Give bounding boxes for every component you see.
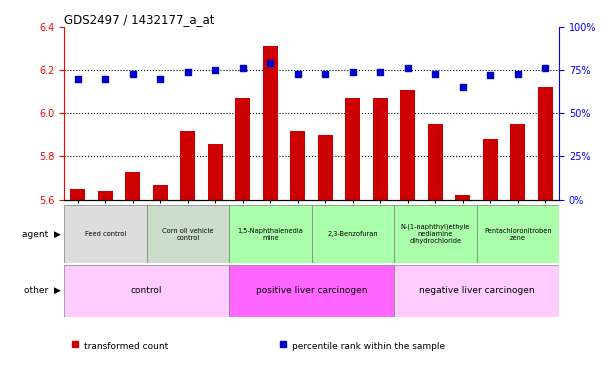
Bar [428, 124, 443, 200]
Point [210, 67, 221, 73]
Text: transformed count: transformed count [84, 342, 168, 351]
Text: Corn oil vehicle
control: Corn oil vehicle control [162, 228, 214, 241]
Point [100, 76, 111, 82]
Bar [235, 98, 251, 200]
Point [541, 65, 551, 71]
Point [266, 60, 276, 66]
Point [486, 72, 496, 78]
Bar [373, 98, 388, 200]
Point [238, 65, 248, 71]
Bar [64, 265, 229, 317]
Text: N-(1-naphthyl)ethyle
nediamine
dihydrochloride: N-(1-naphthyl)ethyle nediamine dihydroch… [401, 224, 470, 245]
Point [183, 69, 193, 75]
Point [458, 84, 468, 91]
Text: agent  ▶: agent ▶ [22, 230, 61, 239]
Bar [70, 189, 86, 200]
Point [73, 76, 83, 82]
Bar [64, 205, 147, 263]
Bar [229, 205, 312, 263]
Point [293, 71, 303, 77]
Bar [208, 144, 223, 200]
Bar [98, 191, 113, 200]
Point [128, 71, 138, 77]
Point [403, 65, 413, 71]
Text: negative liver carcinogen: negative liver carcinogen [419, 286, 535, 295]
Text: GDS2497 / 1432177_a_at: GDS2497 / 1432177_a_at [64, 13, 214, 26]
Point [513, 71, 523, 77]
Bar [290, 131, 306, 200]
Bar [153, 185, 168, 200]
Bar [538, 88, 553, 200]
Bar [263, 46, 278, 200]
Bar [318, 135, 333, 200]
Text: 2,3-Benzofuran: 2,3-Benzofuran [327, 231, 378, 237]
Bar [394, 265, 559, 317]
Point [156, 76, 166, 82]
Text: percentile rank within the sample: percentile rank within the sample [292, 342, 445, 351]
Point [348, 69, 358, 75]
Bar [510, 124, 525, 200]
Point [431, 71, 441, 77]
Text: Feed control: Feed control [85, 231, 126, 237]
Point [321, 71, 331, 77]
Bar [455, 195, 470, 200]
Bar [229, 265, 394, 317]
Text: positive liver carcinogen: positive liver carcinogen [256, 286, 367, 295]
Bar [312, 205, 394, 263]
Bar [394, 205, 477, 263]
Text: other  ▶: other ▶ [24, 286, 61, 295]
Bar [477, 205, 559, 263]
Text: 1,5-Naphthalenedia
mine: 1,5-Naphthalenedia mine [238, 228, 303, 241]
Bar [345, 98, 360, 200]
Bar [180, 131, 196, 200]
Text: Pentachloronitroben
zene: Pentachloronitroben zene [484, 228, 552, 241]
Text: control: control [131, 286, 163, 295]
Bar [483, 139, 498, 200]
Bar [400, 89, 415, 200]
Bar [147, 205, 229, 263]
Bar [125, 172, 141, 200]
Point [376, 69, 386, 75]
